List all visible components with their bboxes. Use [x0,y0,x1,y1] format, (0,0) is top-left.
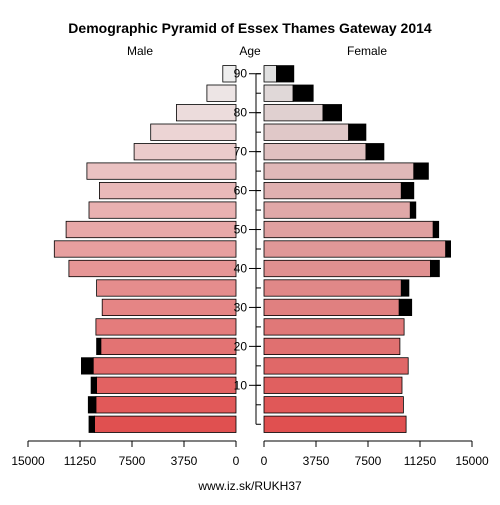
female-excess-bar-35-39 [400,279,410,297]
male-bar-15-19 [92,357,237,375]
age-tick-label: 30 [234,300,248,314]
female-bar-25-29 [263,318,405,336]
female-bar-90+ [263,65,277,83]
age-tick-label: 60 [234,184,248,198]
female-bar-40-44 [263,259,431,278]
female-bar-15-19 [263,357,409,375]
male-bar-75-79 [150,123,237,141]
female-excess-bar-50-54 [432,220,440,239]
male-bar-20-24 [100,337,237,356]
female-bar-70-74 [263,143,367,161]
female-excess-bar-70-74 [365,143,385,161]
female-bar-60-64 [263,181,402,200]
female-bar-10-14 [263,376,403,394]
female-excess-bar-75-79 [348,123,367,141]
female-bar-85-89 [263,84,294,102]
male-excess-bar-10-14 [90,376,97,394]
male-bar-30-34 [101,298,237,317]
age-tick-label: 40 [234,261,248,275]
female-bar-50-54 [263,220,434,239]
male-x-tick-label: 15000 [11,454,45,468]
female-bar-75-79 [263,123,349,141]
female-excess-bar-65-69 [413,162,429,180]
male-bar-85-89 [206,84,237,102]
female-x-tick-label: 15000 [455,454,489,468]
male-excess-bar-15-19 [81,357,94,375]
female-excess-bar-40-44 [429,259,440,278]
female-excess-bar-85-89 [292,84,314,102]
male-bar-45-49 [53,240,237,258]
chart-title: Demographic Pyramid of Essex Thames Gate… [68,20,432,36]
age-label: Age [239,44,261,58]
female-excess-bar-80-84 [322,104,342,122]
female-x-tick-label: 7500 [355,454,382,468]
female-bar-35-39 [263,279,402,297]
male-bar-10-14 [96,376,237,394]
male-bar-80-84 [175,104,237,122]
male-bar-65-69 [86,162,237,180]
male-excess-bar-20-24 [96,337,102,356]
age-tick-label: 80 [234,106,248,120]
female-bar-20-24 [263,337,401,356]
age-tick-label: 50 [234,223,248,237]
male-bar-60-64 [99,181,237,200]
age-tick-label: 70 [234,145,248,159]
male-x-tick-label: 7500 [119,454,146,468]
female-bar-80-84 [263,104,324,122]
male-bar-5-9 [95,396,237,414]
female-bar-45-49 [263,240,447,258]
male-bar-50-54 [65,220,237,239]
age-tick-label: 90 [234,67,248,81]
female-bar-55-59 [263,201,411,219]
age-tick-label: 10 [234,378,248,392]
female-bar-65-69 [263,162,415,180]
male-excess-bar-0-4 [88,415,95,433]
female-label: Female [347,44,387,58]
female-bar-5-9 [263,396,404,414]
male-x-tick-label: 3750 [171,454,198,468]
female-bar-30-34 [263,298,400,317]
bars-group [53,65,452,433]
source-footer: www.iz.sk/RUKH37 [197,479,302,493]
axes-group: 15000 11250 7500 3750 0 0 3750 7500 11250 15000 10… [11,67,489,468]
female-x-tick-label: 3750 [303,454,330,468]
female-excess-bar-60-64 [400,181,415,200]
female-excess-bar-90+ [276,65,295,83]
male-x-tick-label: 11250 [64,454,97,468]
male-x-tick-label: 0 [233,454,240,468]
male-bar-40-44 [68,259,237,278]
male-bar-0-4 [94,415,237,433]
female-excess-bar-30-34 [398,298,413,317]
male-bar-70-74 [133,143,237,161]
female-x-tick-label: 0 [261,454,268,468]
male-bar-35-39 [96,279,237,297]
male-bar-25-29 [95,318,237,336]
female-excess-bar-45-49 [445,240,452,258]
male-label: Male [127,44,153,58]
female-bar-0-4 [263,415,407,433]
female-x-tick-label: 11250 [404,454,437,468]
male-bar-55-59 [88,201,237,219]
age-tick-label: 20 [234,339,248,353]
male-bar-90+ [222,65,237,83]
male-excess-bar-5-9 [87,396,97,414]
female-excess-bar-55-59 [409,201,417,219]
